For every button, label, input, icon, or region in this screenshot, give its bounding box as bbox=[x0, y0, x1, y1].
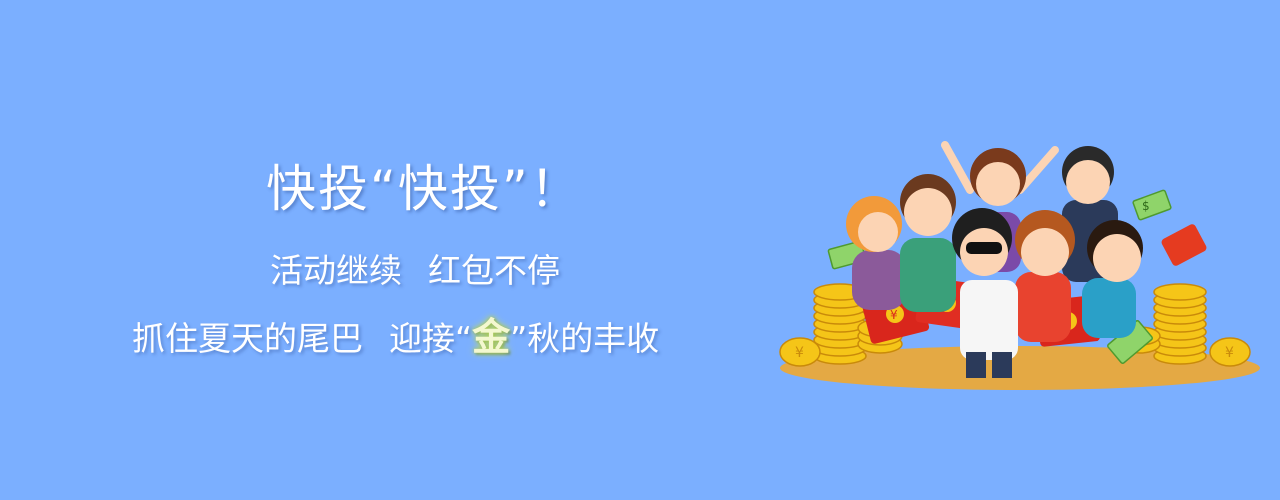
subtitle-part-2: 红包不停 bbox=[428, 251, 560, 290]
coin-symbol-right: ¥ bbox=[1225, 345, 1234, 361]
banner-slogan: 抓住夏天的尾巴 迎接“金”秋的丰收 bbox=[132, 318, 659, 356]
slogan-highlight-gold: 金 bbox=[472, 315, 511, 359]
coin-stack-right bbox=[1119, 283, 1251, 367]
celebration-illustration: ¥ ¥ ¥ $ bbox=[779, 141, 1260, 390]
banner-subtitle: 活动继续 红包不停 bbox=[270, 254, 560, 287]
person-left-girl bbox=[846, 196, 906, 310]
person-sunglasses-man bbox=[952, 208, 1018, 378]
subtitle-part-1: 活动继续 bbox=[270, 251, 402, 290]
person-suit-man bbox=[1062, 146, 1118, 282]
cash-symbol: $ bbox=[1142, 199, 1150, 213]
envelope-symbol: ¥ bbox=[890, 308, 898, 322]
slogan-part-2: 迎接“ bbox=[389, 319, 473, 358]
slogan-part-1: 抓住夏天的尾巴 bbox=[132, 319, 363, 358]
person-orange-hair bbox=[1015, 210, 1075, 342]
person-brown-hair bbox=[900, 174, 956, 312]
person-woman-arms-up bbox=[941, 141, 1059, 272]
slogan-part-3: ”秋的丰收 bbox=[510, 319, 660, 358]
coin-symbol-left: ¥ bbox=[795, 345, 804, 361]
person-glasses-boy bbox=[1082, 220, 1143, 338]
banner-title: 快投“快投”！ bbox=[266, 160, 582, 218]
ground-shadow bbox=[780, 346, 1260, 390]
